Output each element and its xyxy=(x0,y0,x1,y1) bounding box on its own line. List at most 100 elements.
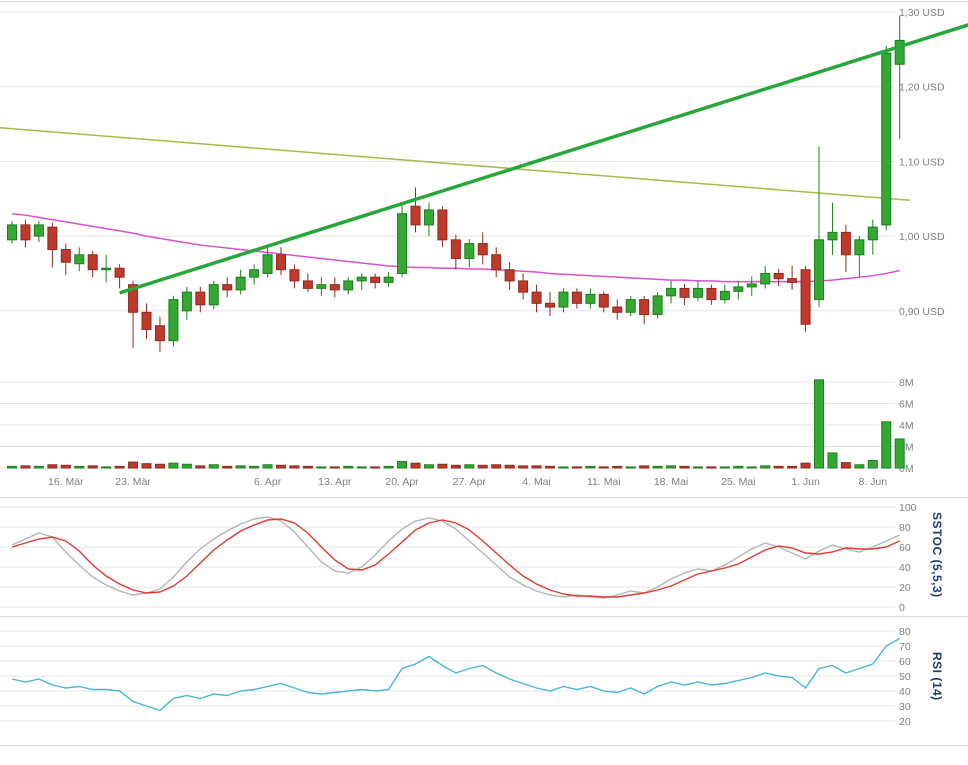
rsi-axis-label: 20 xyxy=(899,716,911,728)
volume-bar xyxy=(625,466,636,469)
volume-bar xyxy=(450,464,461,469)
candle-body xyxy=(894,39,905,65)
volume-bar xyxy=(235,465,246,469)
candle-body xyxy=(652,295,663,316)
candle-body xyxy=(625,299,636,313)
candle-body xyxy=(208,284,219,306)
candle-body xyxy=(558,291,569,308)
volume-bar xyxy=(195,465,206,469)
candle-body xyxy=(881,52,892,226)
sstoc-axis-label: 20 xyxy=(899,582,911,594)
volume-axis-label: 6M xyxy=(899,399,914,411)
candle-body xyxy=(60,249,71,263)
candle-body xyxy=(262,254,273,274)
price-axis-label: 1,10 USD xyxy=(899,156,945,168)
volume-bar xyxy=(208,464,219,469)
volume-bar xyxy=(733,465,744,469)
candle-body xyxy=(800,269,811,325)
volume-bar xyxy=(262,464,273,469)
candle-body xyxy=(316,284,327,289)
x-axis-label: 25. Mai xyxy=(721,476,755,488)
price-axis-label: 1,20 USD xyxy=(899,82,945,94)
volume-bar xyxy=(666,465,677,469)
volume-bar xyxy=(585,465,596,469)
candle-body xyxy=(195,291,206,306)
volume-bar xyxy=(545,465,555,469)
volume-bar xyxy=(652,465,663,469)
candle-body xyxy=(370,276,381,283)
sstoc-axis-label: 0 xyxy=(899,602,905,614)
price-axis-label: 1,00 USD xyxy=(899,231,945,243)
volume-bar xyxy=(746,466,757,469)
candle-body xyxy=(222,284,233,291)
volume-bar xyxy=(477,464,488,469)
volume-bar xyxy=(692,466,703,469)
rsi-axis-label: 80 xyxy=(899,626,911,638)
sstoc-d-line xyxy=(11,518,900,598)
volume-bar xyxy=(464,464,475,469)
candle-body xyxy=(437,209,448,241)
candle-body xyxy=(814,239,824,301)
volume-bar xyxy=(787,465,798,469)
candle-body xyxy=(518,280,529,293)
candle-body xyxy=(302,280,313,289)
candle-body xyxy=(854,239,865,256)
volume-bar xyxy=(181,463,192,469)
candle-body xyxy=(491,254,502,271)
candle-body xyxy=(545,302,555,308)
volume-bar xyxy=(397,461,408,469)
volume-bar xyxy=(222,465,233,469)
candle-body xyxy=(128,284,139,313)
candle-body xyxy=(598,293,609,308)
candle-body xyxy=(787,278,798,283)
volume-bar xyxy=(87,465,98,469)
volume-bar xyxy=(518,465,529,469)
candle-body xyxy=(249,269,260,278)
rsi-panel: 80 70 60 50 40 30 20 xyxy=(0,626,911,728)
volume-bar xyxy=(356,466,367,469)
volume-bar xyxy=(370,466,381,469)
sstoc-panel: 100 80 60 40 20 0 xyxy=(0,502,917,614)
volume-bar xyxy=(316,466,327,469)
volume-bar xyxy=(168,462,179,469)
volume-bar xyxy=(74,465,85,469)
x-axis-label: 4. Mai xyxy=(522,476,551,488)
candle-body xyxy=(612,306,623,313)
volume-bar xyxy=(719,466,730,469)
price-axis-label: 1,30 USD xyxy=(899,7,945,19)
volume-bar xyxy=(679,465,690,469)
volume-bar xyxy=(706,466,717,469)
candle-body xyxy=(74,254,85,265)
volume-bar xyxy=(639,465,650,469)
volume-bar xyxy=(154,463,165,469)
volume-bar xyxy=(141,463,152,469)
candle-body xyxy=(666,287,677,297)
candle-body xyxy=(101,267,112,271)
candle-body xyxy=(47,226,58,251)
candle-body xyxy=(827,231,838,241)
x-axis: 16. Mär 23. Mär 6. Apr 13. Apr 20. Apr 27. Ap… xyxy=(0,476,968,746)
volume-bar xyxy=(881,421,892,469)
sstoc-axis-label: 40 xyxy=(899,562,911,574)
rsi-line xyxy=(11,637,901,712)
candle-body xyxy=(464,243,475,260)
candle-body xyxy=(87,254,98,271)
volume-bar xyxy=(840,462,851,469)
volume-bar xyxy=(60,464,71,469)
x-axis-label: 8. Jun xyxy=(858,476,887,488)
volume-bar xyxy=(101,466,112,469)
volume-bar xyxy=(867,459,878,469)
candle-body xyxy=(867,226,878,241)
rsi-axis-label: 40 xyxy=(899,686,911,698)
candle-body xyxy=(706,287,717,301)
x-axis-label: 18. Mai xyxy=(654,476,688,488)
candle-body xyxy=(343,280,354,291)
x-axis-label: 20. Apr xyxy=(385,476,419,488)
candle-body xyxy=(773,272,784,280)
volume-bar xyxy=(20,465,31,469)
volume-bar xyxy=(827,452,838,469)
volume-bar xyxy=(531,465,542,469)
volume-bar xyxy=(437,463,448,469)
